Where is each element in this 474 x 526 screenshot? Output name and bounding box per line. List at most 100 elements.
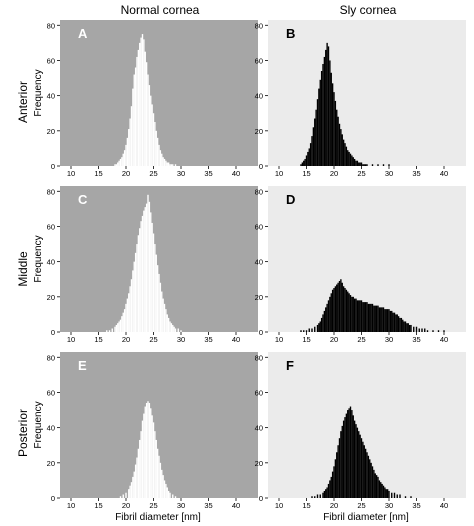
y-tick-label: 20 [255, 459, 263, 468]
bar [305, 155, 308, 166]
row-label-posterior: Posterior [16, 409, 30, 457]
y-tick-label: 0 [51, 494, 55, 503]
bar [314, 326, 316, 332]
bar [152, 422, 155, 498]
y-tick-label: 60 [255, 56, 263, 65]
bar [388, 309, 390, 332]
bar [144, 51, 146, 166]
bar [352, 157, 354, 166]
bar [395, 314, 397, 332]
bar [151, 222, 153, 332]
bar [374, 473, 376, 498]
bar [348, 408, 350, 498]
bar [144, 207, 146, 332]
y-tick-label: 80 [47, 21, 55, 30]
bar [132, 88, 134, 166]
bar [126, 298, 129, 332]
bar [169, 164, 171, 166]
y-tick-label: 40 [255, 424, 263, 433]
bar [373, 305, 375, 332]
bar [364, 302, 367, 332]
bar [375, 475, 378, 498]
bar [155, 254, 157, 332]
bar [129, 286, 131, 332]
x-tick-label: 35 [204, 501, 212, 510]
x-tick-label: 40 [232, 501, 240, 510]
bar [303, 160, 305, 166]
bar [161, 153, 163, 166]
bar [342, 420, 345, 498]
bar [337, 445, 339, 498]
bar [348, 151, 350, 166]
bar [413, 326, 415, 332]
bar [154, 122, 156, 166]
bar [117, 162, 119, 166]
bar [410, 496, 412, 498]
bar [393, 492, 396, 498]
x-tick-label: 20 [122, 169, 130, 178]
bar [154, 431, 156, 498]
x-tick-label: 40 [440, 335, 448, 344]
bar [340, 279, 342, 332]
x-tick-label: 35 [412, 169, 420, 178]
x-tick-label: 40 [232, 335, 240, 344]
bar [334, 286, 337, 332]
bar [402, 319, 404, 332]
bar [345, 289, 348, 332]
bar [129, 118, 131, 166]
bar [143, 39, 145, 166]
bar [369, 459, 371, 498]
bar [155, 439, 157, 498]
bar [386, 489, 389, 498]
bar [129, 485, 131, 498]
bar [162, 475, 164, 498]
bar [300, 164, 302, 166]
y-tick-label: 0 [259, 162, 263, 171]
bar [333, 92, 335, 166]
x-tick-label: 30 [385, 501, 393, 510]
bar [136, 56, 138, 166]
bar [165, 309, 167, 332]
bar [338, 280, 341, 332]
bar [130, 482, 133, 498]
bar [322, 492, 324, 498]
bar [385, 489, 387, 498]
bar [336, 452, 338, 498]
bar [329, 60, 331, 166]
bar [404, 321, 407, 332]
bar [388, 164, 390, 166]
bar [159, 462, 162, 498]
bar [311, 496, 313, 498]
bar [122, 153, 124, 166]
x-tick-label: 15 [302, 501, 310, 510]
y-tick-label: 60 [255, 388, 263, 397]
bar [147, 194, 149, 332]
bar [150, 212, 152, 332]
bar [325, 489, 327, 498]
bar [167, 490, 170, 498]
panel-b: B 0 20 40 60 80 10 15 20 25 30 35 40 [255, 20, 466, 178]
bar [161, 291, 163, 332]
y-tick-label: 0 [51, 162, 55, 171]
bar [355, 160, 357, 166]
bar [150, 95, 152, 166]
bar [174, 328, 177, 332]
bar [371, 466, 374, 498]
bar [141, 215, 144, 332]
bar [341, 425, 343, 498]
bar [122, 312, 124, 332]
y-tick-label: 40 [255, 258, 263, 267]
bar [121, 316, 123, 332]
bar [114, 164, 116, 166]
bar [303, 330, 305, 332]
bar [382, 164, 385, 166]
x-tick-label: 25 [357, 335, 365, 344]
x-tick-label: 10 [67, 169, 75, 178]
bar [391, 310, 393, 332]
x-tick-label: 20 [330, 501, 338, 510]
x-tick-label: 25 [357, 501, 365, 510]
bar [143, 413, 145, 498]
y-tick-label: 40 [47, 92, 55, 101]
bar [329, 480, 331, 498]
